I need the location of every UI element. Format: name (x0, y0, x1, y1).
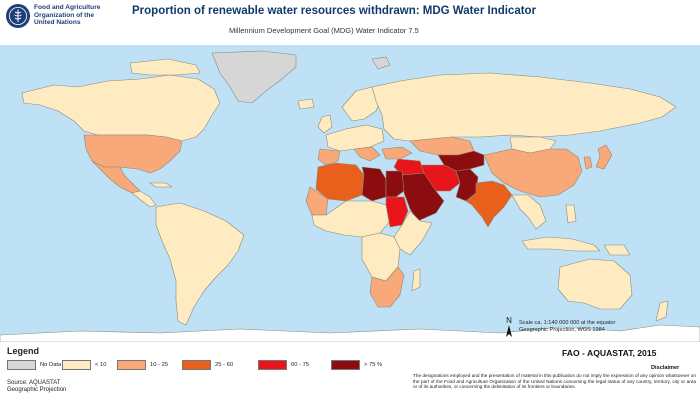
legend-label: 25 - 60 (215, 362, 234, 368)
legend-swatch (117, 360, 146, 370)
country-western-europe (325, 124, 385, 152)
country-new-zealand (655, 300, 669, 322)
country-west-africa (311, 200, 391, 238)
country-canada-islands (129, 58, 201, 76)
country-canada (21, 74, 221, 142)
source-line: Source: AQUASTAT (7, 380, 61, 386)
legend-label: < 10 (95, 362, 107, 368)
legend-swatch (331, 360, 360, 370)
map-header: Food and Agriculture Organization of the… (0, 0, 700, 46)
org-line: Organization of the (34, 11, 95, 19)
disclaimer-text: The designations employed and the presen… (413, 373, 696, 389)
country-north-africa-west (315, 162, 365, 202)
projection-line: Geographic Projection, WGS 1984 (519, 326, 605, 333)
country-south-america (155, 202, 245, 326)
country-italy-balkans (353, 146, 381, 162)
country-indonesia (521, 236, 601, 252)
world-map (0, 45, 700, 342)
legend-item-no-data: No Data (7, 360, 61, 370)
north-label: N (506, 316, 512, 325)
legend-item-60-75: 60 - 75 (258, 360, 309, 370)
country-iceland (297, 98, 315, 110)
legend-label: 60 - 75 (291, 362, 310, 368)
organization-name: Food and Agriculture Organization of the… (34, 4, 124, 27)
country-japan (595, 144, 613, 170)
country-korea (583, 156, 593, 170)
legend-swatch (182, 360, 211, 370)
country-caribbean (149, 182, 173, 188)
disclaimer-title: Disclaimer (651, 365, 680, 371)
country-russia (371, 72, 677, 142)
country-southeast-asia (511, 194, 547, 230)
org-line: United Nations (34, 19, 81, 27)
legend-item-25-60: 25 - 60 (182, 360, 233, 370)
map-title: Proportion of renewable water resources … (132, 5, 537, 17)
country-india (465, 180, 513, 228)
projection-note: Geographic Projection (7, 387, 67, 394)
legend-title: Legend (7, 346, 40, 356)
country-australia (557, 258, 633, 310)
country-turkey (381, 146, 413, 160)
scale-line: Scale ca. 1:140 000 000 at the equator (519, 320, 616, 326)
country-central-america (131, 190, 157, 208)
country-saudi-arabia (401, 172, 445, 222)
fao-logo-icon (6, 4, 30, 28)
country-papua-new-guinea (603, 244, 631, 256)
region-antarctica (0, 324, 700, 342)
legend-item-lt-10: < 10 (62, 360, 106, 370)
country-libya (361, 166, 387, 202)
legend-swatch (258, 360, 287, 370)
legend-label: No Data (40, 362, 62, 368)
org-line: Food and Agriculture (34, 4, 101, 11)
source-note: Source: AQUASTAT Geographic Projection (7, 380, 66, 395)
country-philippines (565, 204, 577, 224)
country-southern-africa (369, 266, 405, 308)
country-china (483, 148, 583, 198)
country-egypt (385, 170, 405, 198)
legend-item-gt-75: > 75 % (331, 360, 382, 370)
map-subtitle: Millennium Development Goal (MDG) Water … (229, 26, 419, 35)
map-credit: FAO - AQUASTAT, 2015 (562, 348, 657, 358)
country-united-kingdom (317, 114, 333, 134)
country-spain (317, 148, 341, 166)
scale-note: Scale ca. 1:140 000 000 at the equator G… (519, 320, 615, 333)
legend-label: 10 - 25 (150, 362, 169, 368)
legend-swatch (62, 360, 91, 370)
legend-item-10-25: 10 - 25 (117, 360, 168, 370)
legend-label: > 75 % (364, 362, 383, 368)
country-arctic-islands (371, 56, 391, 70)
country-greenland (211, 50, 297, 104)
north-arrow-icon: N (503, 316, 515, 343)
map-footer: Legend No Data < 10 10 - 25 25 - 60 60 -… (0, 342, 700, 400)
country-madagascar (411, 268, 421, 292)
legend-swatch (7, 360, 36, 370)
